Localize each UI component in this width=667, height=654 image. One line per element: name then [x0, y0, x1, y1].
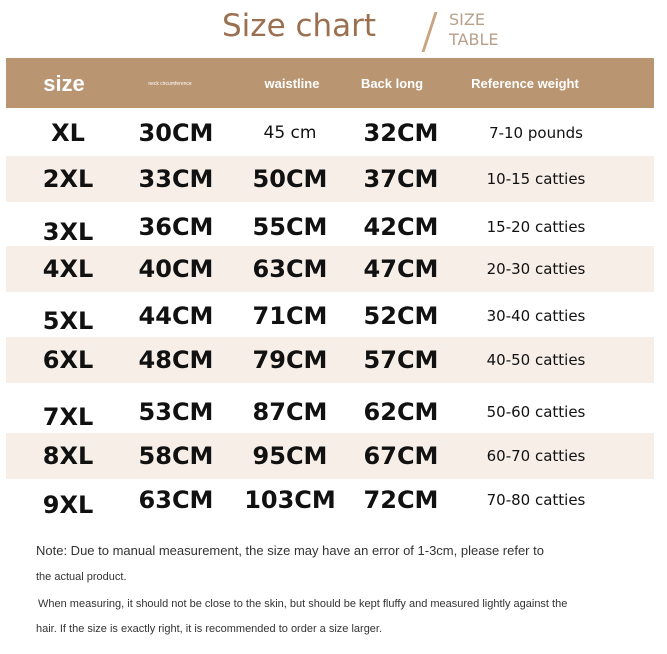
subtitle-line: SIZE	[449, 10, 485, 29]
waist-cell: 50CM	[252, 165, 328, 193]
table-row: 9XL 63CM 103CM 72CM 70-80 catties	[6, 477, 654, 523]
neck-cell: 40CM	[138, 255, 214, 283]
subtitle: SIZE TABLE	[449, 10, 498, 50]
table-row: 4XL 40CM 63CM 47CM 20-30 catties	[6, 246, 654, 292]
header-back-long: Back long	[360, 76, 424, 91]
waist-cell: 87CM	[252, 398, 328, 426]
divider-slash	[421, 12, 438, 52]
neck-cell: 53CM	[138, 398, 214, 426]
size-cell: XL	[51, 119, 85, 147]
waist-cell: 71CM	[252, 302, 328, 330]
weight-cell: 60-70 catties	[486, 447, 586, 465]
weight-cell: 10-15 catties	[486, 170, 586, 188]
note-line: When measuring, it should not be close t…	[38, 598, 568, 610]
neck-cell: 48CM	[138, 346, 214, 374]
size-cell: 9XL	[42, 491, 94, 519]
neck-cell: 44CM	[138, 302, 214, 330]
size-cell: 2XL	[42, 165, 94, 193]
size-cell: 6XL	[42, 346, 94, 374]
size-cell: 8XL	[42, 442, 94, 470]
waist-cell: 103CM	[244, 486, 336, 514]
neck-cell: 33CM	[138, 165, 214, 193]
size-cell: 4XL	[42, 255, 94, 283]
table-row: 8XL 58CM 95CM 67CM 60-70 catties	[6, 433, 654, 479]
note-line: Note: Due to manual measurement, the siz…	[36, 543, 544, 558]
table-row: 2XL 33CM 50CM 37CM 10-15 catties	[6, 156, 654, 202]
back-cell: 37CM	[363, 165, 439, 193]
back-cell: 52CM	[363, 302, 439, 330]
table-row: 5XL 44CM 71CM 52CM 30-40 catties	[6, 293, 654, 339]
table-row: 3XL 36CM 55CM 42CM 15-20 catties	[6, 204, 654, 250]
back-cell: 72CM	[363, 486, 439, 514]
weight-cell: 40-50 catties	[486, 351, 586, 369]
back-cell: 47CM	[363, 255, 439, 283]
header-waistline: waistline	[264, 76, 320, 91]
back-cell: 42CM	[363, 213, 439, 241]
back-cell: 62CM	[363, 398, 439, 426]
table-row: 6XL 48CM 79CM 57CM 40-50 catties	[6, 337, 654, 383]
weight-cell: 7-10 pounds	[489, 124, 583, 142]
header-size: size	[43, 71, 85, 96]
size-cell: 5XL	[42, 307, 94, 335]
table-row: 7XL 53CM 87CM 62CM 50-60 catties	[6, 389, 654, 435]
weight-cell: 20-30 catties	[486, 260, 586, 278]
neck-cell: 58CM	[138, 442, 214, 470]
weight-cell: 15-20 catties	[486, 218, 586, 236]
back-cell: 67CM	[363, 442, 439, 470]
waist-cell: 63CM	[252, 255, 328, 283]
weight-cell: 50-60 catties	[486, 403, 586, 421]
table-header: size neck circumference waistline Back l…	[6, 58, 654, 108]
subtitle-line: TABLE	[449, 30, 499, 49]
back-cell: 57CM	[363, 346, 439, 374]
table-row: XL 30CM 45 cm 32CM 7-10 pounds	[6, 110, 654, 156]
waist-cell: 55CM	[252, 213, 328, 241]
page-title: Size chart	[222, 8, 377, 44]
back-cell: 32CM	[363, 119, 439, 147]
neck-cell: 36CM	[138, 213, 214, 241]
size-cell: 7XL	[42, 403, 94, 431]
neck-cell: 63CM	[138, 486, 214, 514]
waist-cell: 79CM	[252, 346, 328, 374]
size-cell: 3XL	[42, 218, 94, 246]
waist-cell: 45 cm	[263, 123, 317, 143]
note-line: the actual product.	[36, 571, 127, 583]
waist-cell: 95CM	[252, 442, 328, 470]
header-neck: neck circumference	[148, 81, 192, 87]
weight-cell: 30-40 catties	[486, 307, 586, 325]
weight-cell: 70-80 catties	[486, 491, 586, 509]
header-weight: Reference weight	[471, 76, 579, 91]
neck-cell: 30CM	[138, 119, 214, 147]
note-line: hair. If the size is exactly right, it i…	[36, 623, 383, 635]
